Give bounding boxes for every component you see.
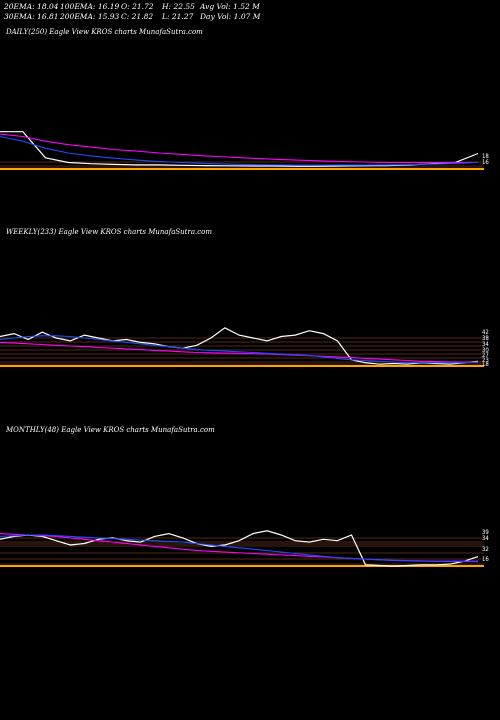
- ema-fast-line: [0, 341, 479, 363]
- ema100-readout: 100EMA: 16.19: [60, 2, 120, 11]
- daily-chart-panel: DAILY(250) Eagle View KROS charts Munafa…: [0, 28, 500, 228]
- y-tick-label: 30: [482, 347, 489, 354]
- day-volume-readout: Day Vol: 1.07 M: [200, 12, 261, 21]
- ema200-readout: 200EMA: 15.93: [60, 12, 120, 21]
- low-readout: L: 21.27: [162, 12, 194, 21]
- ema20-readout: 20EMA: 18.04: [4, 2, 59, 11]
- daily-chart-title: DAILY(250) Eagle View KROS charts Munafa…: [6, 28, 203, 36]
- y-tick-label: 16: [482, 159, 489, 166]
- y-tick-label: 27: [482, 352, 489, 359]
- price-line: [0, 131, 479, 167]
- y-tick-label: 38: [482, 335, 489, 342]
- monthly-chart-panel: MONTHLY(48) Eagle View KROS charts Munaf…: [0, 426, 500, 626]
- y-tick-label: 18: [482, 153, 489, 160]
- ema-slow-line: [0, 534, 478, 562]
- y-tick-label: 39: [482, 529, 489, 536]
- ema-fast-line: [0, 133, 478, 164]
- monthly-chart-title: MONTHLY(48) Eagle View KROS charts Munaf…: [6, 426, 215, 434]
- weekly-chart-title: WEEKLY(233) Eagle View KROS charts Munaf…: [6, 228, 213, 236]
- avg-volume-readout: Avg Vol: 1.52 M: [200, 2, 260, 11]
- y-tick-label: 34: [482, 535, 489, 542]
- ema30-readout: 30EMA: 16.81: [4, 12, 59, 21]
- weekly-chart-panel: WEEKLY(233) Eagle View KROS charts Munaf…: [0, 228, 500, 428]
- y-tick-label: 23: [482, 357, 489, 364]
- close-readout: C: 21.82: [121, 12, 154, 21]
- ema-slow-line: [0, 335, 479, 364]
- open-readout: O: 21.72: [121, 2, 154, 11]
- y-tick-label: 18: [482, 361, 489, 368]
- stats-header: 20EMA: 18.04 100EMA: 16.19 O: 21.72 H: 2…: [4, 2, 496, 26]
- price-line: [0, 530, 479, 567]
- y-tick-label: 16: [482, 556, 489, 563]
- ema-slow-line: [0, 135, 479, 166]
- y-tick-label: 32: [482, 546, 489, 553]
- high-readout: H: 22.55: [162, 2, 195, 11]
- y-tick-label: 42: [482, 329, 489, 336]
- y-tick-label: 34: [482, 341, 489, 348]
